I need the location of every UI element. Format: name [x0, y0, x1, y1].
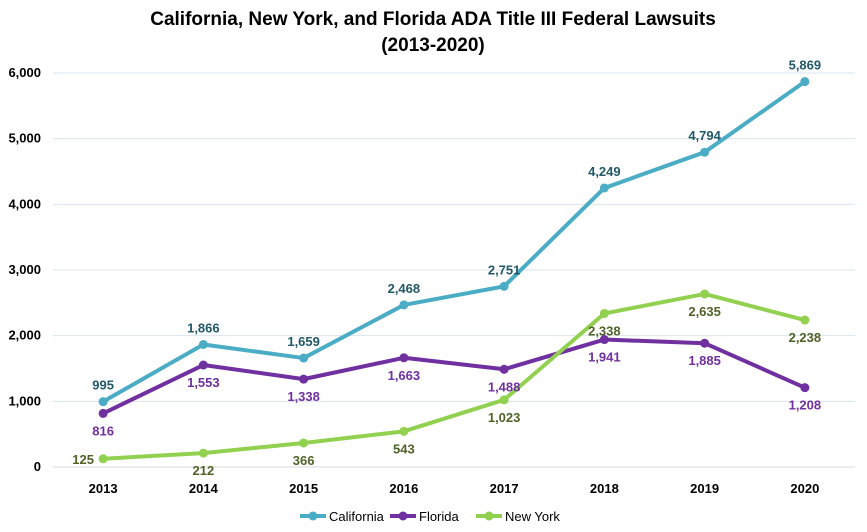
legend-label: California — [329, 509, 385, 524]
data-label: 1,941 — [588, 350, 621, 365]
x-tick-label: 2017 — [490, 481, 519, 496]
data-label: 1,023 — [488, 410, 521, 425]
data-label: 5,869 — [789, 58, 822, 73]
series-lines — [98, 77, 810, 464]
data-label: 1,866 — [187, 320, 220, 335]
data-label: 2,338 — [588, 323, 621, 338]
data-point — [800, 383, 810, 393]
data-label: 4,794 — [688, 128, 721, 143]
x-tick-label: 2013 — [89, 481, 118, 496]
legend-marker — [398, 511, 408, 521]
data-point — [499, 364, 509, 374]
legend-label: Florida — [419, 509, 460, 524]
data-label: 1,659 — [287, 334, 320, 349]
legend-marker — [484, 511, 494, 521]
data-point — [700, 289, 710, 299]
legend-label: New York — [505, 509, 560, 524]
series-line — [101, 291, 807, 461]
data-label: 816 — [92, 423, 114, 438]
data-label: 2,635 — [688, 304, 721, 319]
y-tick-label: 5,000 — [8, 131, 41, 146]
data-label: 1,885 — [688, 353, 721, 368]
data-label: 2,468 — [388, 281, 421, 296]
data-point — [98, 397, 108, 407]
y-tick-label: 3,000 — [8, 262, 41, 277]
data-point — [299, 353, 309, 363]
data-point — [599, 335, 609, 345]
data-point — [399, 353, 409, 363]
y-tick-label: 1,000 — [8, 393, 41, 408]
data-point — [399, 426, 409, 436]
data-label: 995 — [92, 378, 114, 393]
y-tick-label: 2,000 — [8, 328, 41, 343]
data-point — [98, 408, 108, 418]
data-label: 543 — [393, 441, 415, 456]
data-point — [299, 374, 309, 384]
data-label: 2,751 — [488, 262, 521, 277]
data-label: 1,553 — [187, 375, 220, 390]
data-point — [800, 315, 810, 325]
data-label: 2,238 — [789, 330, 822, 345]
y-tick-label: 4,000 — [8, 196, 41, 211]
data-label: 1,208 — [789, 398, 822, 413]
series-line — [101, 337, 807, 416]
data-point — [499, 281, 509, 291]
data-point — [700, 338, 710, 348]
data-point — [299, 438, 309, 448]
data-label: 1,338 — [287, 389, 320, 404]
data-label: 1,663 — [388, 368, 421, 383]
data-point — [800, 77, 810, 87]
data-label: 212 — [193, 463, 215, 478]
data-point — [198, 360, 208, 370]
data-point — [98, 454, 108, 464]
data-label: 125 — [72, 452, 94, 467]
y-tick-label: 0 — [34, 459, 41, 474]
data-label: 4,249 — [588, 164, 621, 179]
x-tick-label: 2016 — [389, 481, 418, 496]
y-tick-label: 6,000 — [8, 65, 41, 80]
data-label: 1,488 — [488, 379, 521, 394]
x-tick-label: 2018 — [590, 481, 619, 496]
data-labels: 995 1,866 1,659 2,468 2,751 4,249 4,794 5,869 81… — [72, 58, 821, 478]
x-tick-label: 2014 — [189, 481, 219, 496]
x-tick-label: 2019 — [690, 481, 719, 496]
legend: California Florida New York — [300, 509, 560, 524]
data-label: 366 — [293, 453, 315, 468]
gridlines — [53, 72, 855, 402]
x-tick-label: 2015 — [289, 481, 318, 496]
x-tick-label: 2020 — [790, 481, 819, 496]
chart-title: California, New York, and Florida ADA Ti… — [150, 9, 716, 30]
data-point — [198, 448, 208, 458]
data-point — [198, 339, 208, 349]
series-line — [101, 79, 807, 404]
chart-subtitle: (2013-2020) — [381, 35, 485, 56]
data-point — [700, 147, 710, 157]
axes: 0 1,000 2,000 3,000 4,000 5,000 6,000 2013 2014 2… — [8, 65, 855, 496]
legend-marker — [308, 511, 318, 521]
data-point — [599, 183, 609, 193]
data-point — [399, 300, 409, 310]
data-point — [599, 308, 609, 318]
data-point — [499, 395, 509, 405]
